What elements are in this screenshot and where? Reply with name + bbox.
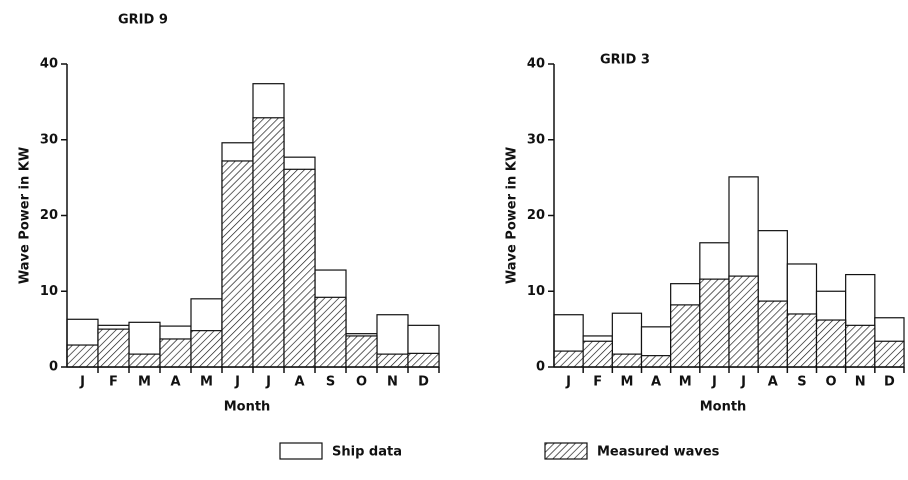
y-tick-label: 40 xyxy=(527,57,545,72)
y-axis-label: Wave Power in KW xyxy=(18,147,33,284)
y-tick-label: 0 xyxy=(49,360,58,375)
y-tick-label: 10 xyxy=(527,284,545,299)
x-tick-label: A xyxy=(768,375,778,390)
x-tick-label: J xyxy=(565,375,571,390)
x-tick-label: A xyxy=(651,375,661,390)
x-tick-label: M xyxy=(200,375,213,390)
x-tick-label: J xyxy=(265,375,271,390)
y-tick-label: 20 xyxy=(527,208,545,223)
legend-swatch xyxy=(279,442,323,460)
legend-label: Measured waves xyxy=(597,445,720,460)
measured-bar xyxy=(376,353,409,368)
x-tick-label: O xyxy=(356,375,367,390)
y-tick-label: 0 xyxy=(536,360,545,375)
legend-swatch xyxy=(544,442,588,460)
x-tick-label: F xyxy=(109,375,118,390)
x-tick-label: D xyxy=(884,375,895,390)
y-tick-label: 10 xyxy=(40,284,58,299)
x-tick-label: M xyxy=(679,375,692,390)
y-axis-label: Wave Power in KW xyxy=(505,147,520,284)
x-tick-label: J xyxy=(711,375,717,390)
x-tick-label: J xyxy=(740,375,746,390)
y-tick-label: 40 xyxy=(40,57,58,72)
x-tick-label: O xyxy=(826,375,837,390)
measured-bar xyxy=(190,330,223,368)
y-tick-label: 30 xyxy=(40,132,58,147)
chart-title: GRID 3 xyxy=(600,53,650,68)
x-axis-label: Month xyxy=(700,400,747,415)
measured-bar xyxy=(128,353,161,368)
legend-label: Ship data xyxy=(332,445,402,460)
x-tick-label: M xyxy=(138,375,151,390)
measured-bar xyxy=(699,278,730,368)
measured-bar xyxy=(670,304,701,368)
measured-bar xyxy=(97,328,130,368)
measured-bar xyxy=(815,319,847,368)
x-tick-label: A xyxy=(170,375,180,390)
x-tick-label: S xyxy=(326,375,335,390)
measured-bar xyxy=(159,338,192,368)
measured-bar xyxy=(786,313,818,368)
x-tick-label: N xyxy=(855,375,866,390)
measured-bar xyxy=(757,300,788,368)
y-tick-label: 20 xyxy=(40,208,58,223)
x-tick-label: S xyxy=(797,375,806,390)
x-tick-label: F xyxy=(593,375,602,390)
measured-bar xyxy=(252,117,285,368)
x-tick-label: M xyxy=(620,375,633,390)
measured-bar xyxy=(407,352,440,368)
measured-bar xyxy=(345,335,378,368)
y-tick-label: 30 xyxy=(527,132,545,147)
measured-bar xyxy=(582,340,613,368)
measured-bar xyxy=(640,355,672,368)
x-tick-label: D xyxy=(418,375,429,390)
x-tick-label: N xyxy=(387,375,398,390)
x-tick-label: A xyxy=(294,375,304,390)
measured-bar xyxy=(553,350,584,368)
measured-bar xyxy=(611,353,643,368)
x-axis-label: Month xyxy=(224,400,271,415)
x-tick-label: J xyxy=(234,375,240,390)
measured-bar xyxy=(66,344,99,368)
chart-title: GRID 9 xyxy=(118,13,168,28)
measured-bar xyxy=(845,324,876,368)
measured-bar xyxy=(314,296,347,368)
measured-bar xyxy=(728,275,759,368)
measured-bar xyxy=(221,160,254,368)
measured-bar xyxy=(874,340,905,368)
x-tick-label: J xyxy=(79,375,85,390)
measured-bar xyxy=(283,168,316,368)
